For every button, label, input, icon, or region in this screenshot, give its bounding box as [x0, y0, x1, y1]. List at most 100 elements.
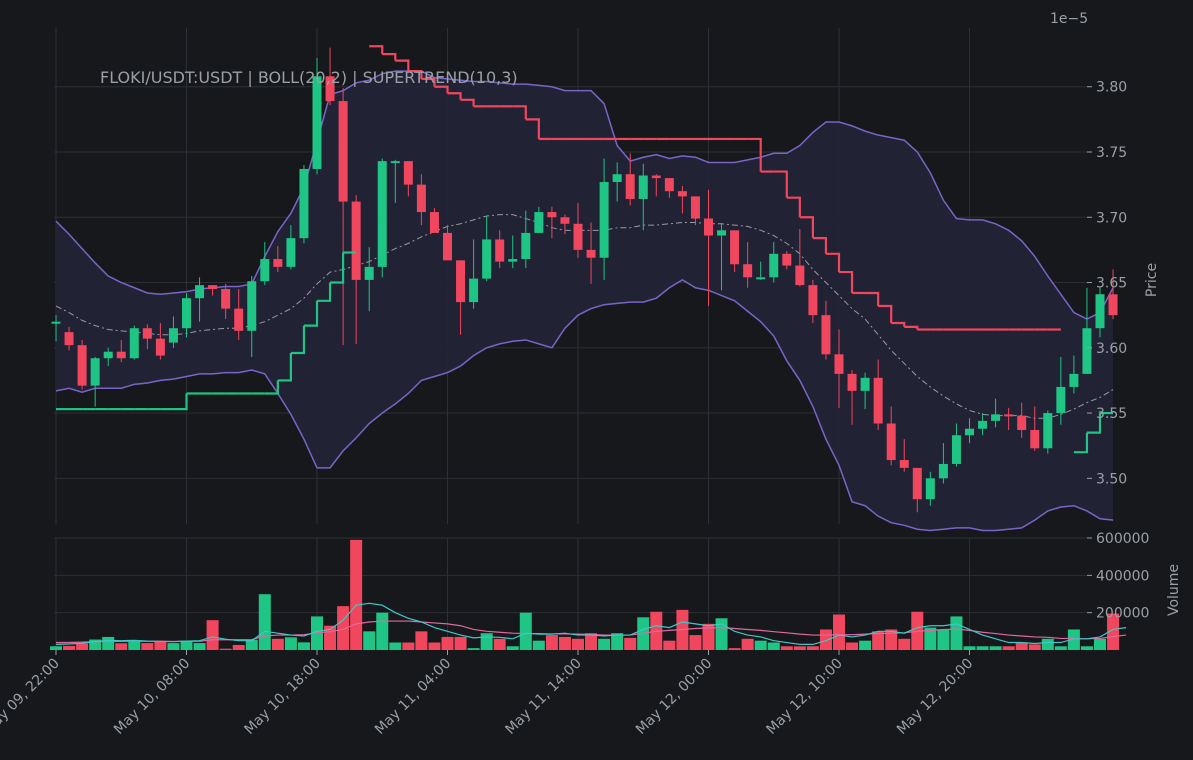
candle-body: [638, 175, 648, 199]
volume-bar: [937, 629, 950, 650]
supertrend-segment: [382, 53, 397, 61]
volume-bar: [545, 635, 558, 650]
x-tick-label: May 10, 08:00: [111, 656, 193, 738]
candle-body: [612, 174, 622, 183]
volume-ma-fast-line: [55, 602, 1127, 646]
candle-body: [456, 260, 466, 303]
candle-body: [221, 289, 231, 309]
candle-body: [469, 278, 479, 303]
volume-bar: [271, 638, 284, 650]
volume-bar: [663, 640, 676, 650]
volume-bar: [1067, 629, 1080, 650]
volume-bar: [63, 645, 76, 650]
candle-body: [364, 266, 374, 280]
candle-body: [938, 463, 948, 479]
volume-bar: [728, 648, 741, 650]
candle-body: [443, 232, 452, 261]
volume-bar: [76, 643, 89, 650]
volume-bar: [180, 640, 193, 650]
price-tick-label: 3.50: [1096, 471, 1127, 487]
candle-body: [129, 328, 139, 359]
volume-bar: [506, 646, 519, 650]
candle-body: [965, 428, 974, 436]
volume-bar: [89, 639, 102, 650]
candle-body: [1043, 413, 1053, 449]
candle-body: [521, 232, 531, 260]
candle-body: [912, 467, 922, 500]
candle-body: [403, 161, 413, 185]
candle-body: [260, 259, 270, 282]
supertrend-segment: [434, 85, 449, 94]
volume-bar: [846, 642, 859, 650]
supertrend-segment: [408, 69, 423, 79]
volume-bar: [154, 641, 167, 650]
x-tick-label: May 10, 18:00: [241, 656, 323, 738]
candle-body: [664, 178, 674, 192]
candle-body: [978, 420, 988, 429]
price-axis-label: Price: [1144, 263, 1160, 297]
candle-body: [195, 285, 205, 299]
candle-body: [782, 253, 792, 266]
volume-bar: [1094, 638, 1106, 650]
price-tick-label: 3.55: [1096, 406, 1127, 422]
volume-bar: [976, 646, 989, 650]
candle-body: [351, 201, 361, 280]
candle-body: [508, 259, 518, 262]
candle-body: [51, 321, 61, 324]
bollinger-upper-line: [55, 70, 1114, 320]
volume-bar: [258, 594, 271, 650]
x-tick-label: May 09, 22:00: [0, 656, 63, 738]
volume-bar: [1028, 644, 1041, 650]
candle-body: [704, 218, 713, 236]
volume-bar: [989, 646, 1002, 650]
candle-body: [234, 308, 244, 331]
supertrend-segment: [369, 45, 384, 55]
bollinger-band-fill: [56, 71, 1114, 531]
supertrend-segment: [447, 92, 462, 100]
volume-bars: [50, 539, 1127, 650]
candle-body: [690, 196, 700, 219]
candle-body: [951, 435, 961, 464]
volume-bar: [102, 636, 115, 650]
volume-bar: [624, 637, 637, 650]
candle-body: [599, 182, 609, 258]
candle-body: [795, 265, 805, 286]
volume-bar: [1015, 642, 1028, 650]
candle-body: [495, 239, 505, 262]
candle-body: [1030, 430, 1040, 449]
supertrend-segment: [512, 105, 527, 120]
supertrend-segment: [1073, 432, 1089, 454]
candle-body: [730, 230, 740, 265]
candle-body: [377, 161, 387, 267]
candle-body: [808, 285, 818, 316]
volume-bar: [206, 620, 219, 650]
volume-bar: [532, 640, 545, 650]
volume-tick-label: 200000: [1096, 606, 1149, 622]
candle-body: [1056, 386, 1066, 414]
candle-body: [208, 285, 218, 290]
candle-body: [1082, 328, 1092, 374]
candle-body: [416, 184, 426, 213]
candle-body: [312, 76, 322, 169]
candle-body: [482, 239, 492, 279]
candle-body: [1108, 294, 1118, 316]
supertrend-segment: [825, 252, 841, 273]
volume-bar: [806, 646, 819, 650]
volume-bar: [363, 631, 376, 650]
candle-body: [338, 101, 348, 202]
volume-bar: [389, 642, 402, 650]
volume-bar: [585, 633, 598, 650]
candle-body: [103, 351, 113, 359]
volume-bar: [480, 633, 493, 650]
candle-body: [299, 168, 309, 239]
candle-body: [756, 277, 766, 280]
x-tick-label: May 12, 00:00: [633, 656, 715, 738]
candle-body: [847, 373, 857, 391]
candle-body: [925, 478, 935, 500]
bollinger-band: [55, 70, 1114, 532]
supertrend-segment: [747, 137, 762, 172]
volume-bar: [297, 642, 310, 650]
volume-bar: [702, 623, 715, 650]
